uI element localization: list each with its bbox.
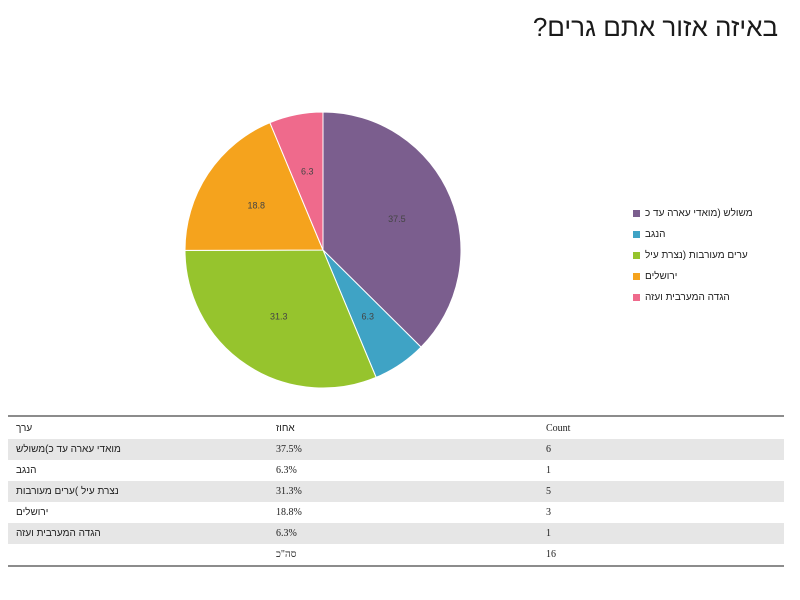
row-percent: 18.8% [268, 502, 538, 523]
pie-chart: 37.5 6.3 31.3 18.8 6.3 [184, 111, 462, 389]
table-total-row: סה"כ 16 [8, 544, 784, 566]
row-value: מואדי עארה עד כ)משולש [8, 439, 268, 460]
slice-label-5: 6.3 [301, 167, 314, 177]
legend-label: הנגב [645, 229, 666, 240]
total-label: סה"כ [268, 544, 538, 566]
row-count: 3 [538, 502, 784, 523]
pie-slice-4 [184, 121, 324, 251]
total-empty [8, 544, 268, 566]
total-count: 16 [538, 544, 784, 566]
row-percent: 31.3% [268, 481, 538, 502]
legend-label: ירושלים [645, 271, 678, 282]
legend-swatch [633, 231, 640, 238]
row-value: ירושלים [8, 502, 268, 523]
row-percent: 37.5% [268, 439, 538, 460]
data-table: ערך אחוז Count מואדי עארה עד כ)משולש 37.… [8, 415, 784, 567]
table-row: הגדה המערבית ועזה 6.3% 1 [8, 523, 784, 544]
row-count: 5 [538, 481, 784, 502]
header-value: ערך [16, 422, 33, 434]
table-header-row: ערך אחוז Count [8, 416, 784, 439]
legend-swatch [633, 210, 640, 217]
row-value: נצרת עיל )ערים מעורבות [8, 481, 268, 502]
legend-label: ערים מעורבות (נצרת עיל [645, 250, 748, 261]
pie-slice-1 [322, 111, 462, 348]
chart-legend: משולש (מואדי עארה עד כ הנגב ערים מעורבות (… [633, 203, 753, 308]
legend-item-4: ירושלים [633, 266, 753, 287]
header-percent: אחוז [276, 422, 295, 434]
legend-swatch [633, 252, 640, 259]
table-row: הנגב 6.3% 1 [8, 460, 784, 481]
pie-slice-3 [184, 249, 377, 389]
legend-swatch [633, 294, 640, 301]
legend-item-3: ערים מעורבות (נצרת עיל [633, 245, 753, 266]
table-row: מואדי עארה עד כ)משולש 37.5% 6 [8, 439, 784, 460]
header-count: Count [546, 422, 571, 434]
pie-slice-5 [269, 111, 324, 251]
legend-label: הגדה המערבית ועזה [645, 292, 730, 303]
row-percent: 6.3% [268, 460, 538, 481]
slice-label-2: 6.3 [361, 311, 374, 321]
legend-swatch [633, 273, 640, 280]
row-percent: 6.3% [268, 523, 538, 544]
slice-label-1: 37.5 [388, 214, 406, 224]
table-row: ירושלים 18.8% 3 [8, 502, 784, 523]
legend-label: משולש (מואדי עארה עד כ [645, 208, 753, 219]
row-count: 6 [538, 439, 784, 460]
legend-item-1: משולש (מואדי עארה עד כ [633, 203, 753, 224]
legend-item-5: הגדה המערבית ועזה [633, 287, 753, 308]
row-count: 1 [538, 523, 784, 544]
slice-label-4: 18.8 [248, 201, 266, 211]
chart-title: באיזה אזור אתם גרים? [532, 12, 778, 42]
row-count: 1 [538, 460, 784, 481]
legend-item-2: הנגב [633, 224, 753, 245]
row-value: הגדה המערבית ועזה [8, 523, 268, 544]
row-value: הנגב [8, 460, 268, 481]
slice-label-3: 31.3 [270, 312, 288, 322]
table-row: נצרת עיל )ערים מעורבות 31.3% 5 [8, 481, 784, 502]
